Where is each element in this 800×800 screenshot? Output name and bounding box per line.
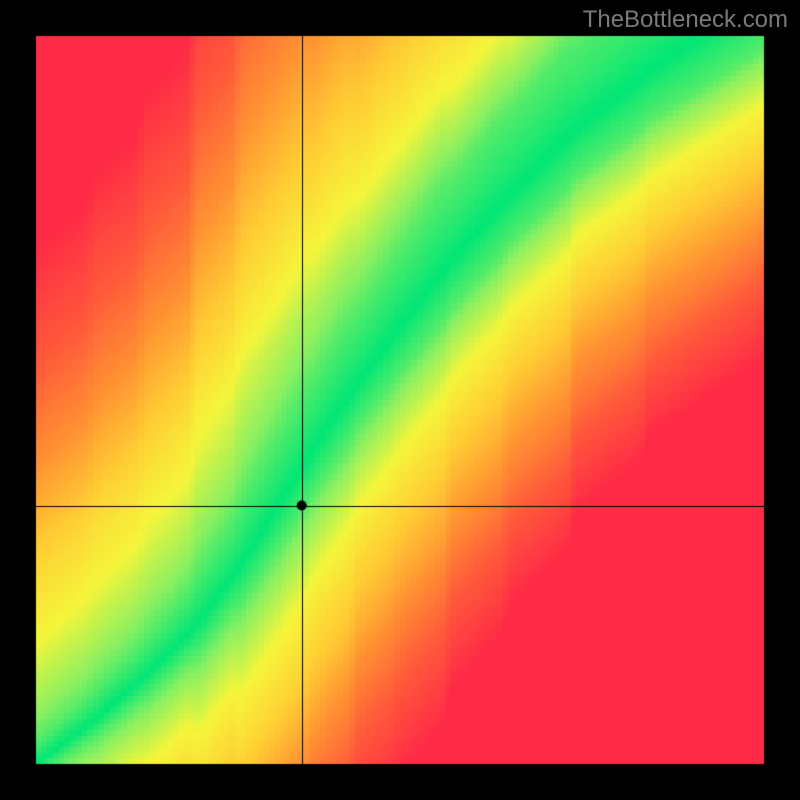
watermark-text: TheBottleneck.com	[583, 6, 788, 34]
chart-container: { "watermark": { "text": "TheBottleneck.…	[0, 0, 800, 800]
bottleneck-heatmap	[0, 0, 800, 800]
